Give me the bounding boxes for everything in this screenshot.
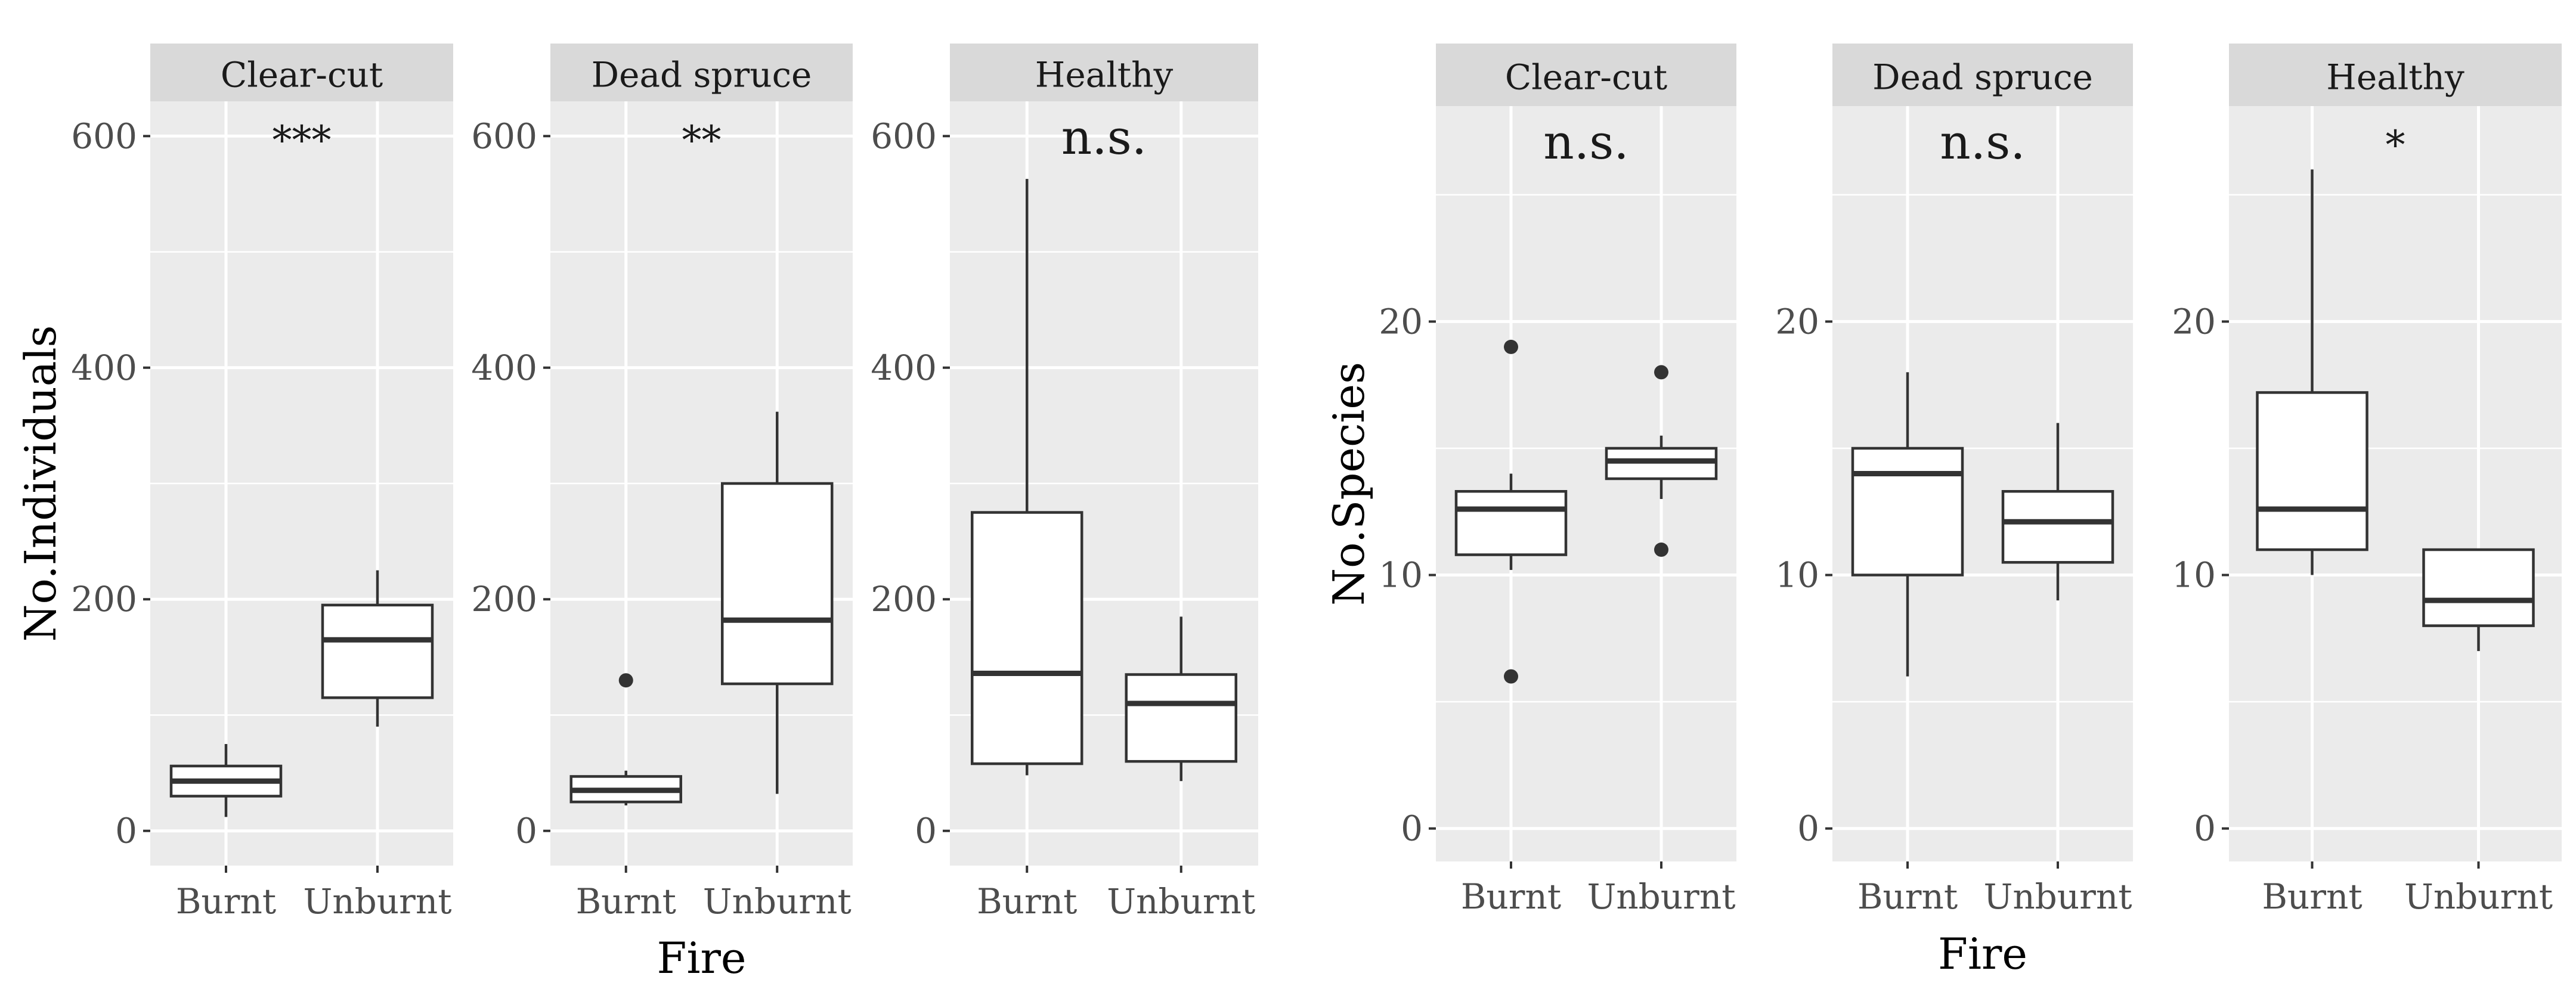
y-tick-label: 200 <box>71 579 137 619</box>
box-unburnt <box>321 570 434 727</box>
facet-healthy: Healthy 0 10 20 Burnt Unburnt * <box>2172 44 2562 917</box>
facet-strip-label: Dead spruce <box>1872 57 2093 98</box>
box-burnt <box>1851 372 1964 677</box>
x-tick-label: Unburnt <box>2404 876 2553 917</box>
box-burnt <box>971 179 1083 776</box>
y-tick-label: 400 <box>471 348 537 388</box>
x-tick-label: Burnt <box>2262 876 2362 917</box>
box-unburnt <box>1605 365 1718 557</box>
significance-label: n.s. <box>1543 114 1628 170</box>
significance-label: n.s. <box>1940 114 2025 170</box>
facet-strip <box>950 44 1258 101</box>
x-axis-title: Fire <box>1938 929 2027 979</box>
y-tick-label: 0 <box>2194 808 2216 849</box>
significance-label: * <box>2386 122 2405 168</box>
box-iqr <box>2256 391 2368 551</box>
x-tick-label: Burnt <box>176 881 276 922</box>
box-burnt <box>1454 339 1568 684</box>
box-iqr <box>2001 490 2114 564</box>
x-tick-label: Unburnt <box>1983 876 2132 917</box>
box-iqr <box>1851 447 1964 576</box>
outlier-point <box>1654 365 1668 380</box>
box-burnt <box>169 744 283 817</box>
x-tick-label: Unburnt <box>1587 876 1735 917</box>
facet-dead-spruce: Dead spruce 0 200 400 600 Burnt Unburnt ** <box>471 44 853 922</box>
significance-label: n.s. <box>1061 110 1147 165</box>
facet-strip-label: Healthy <box>2326 57 2464 98</box>
facet-strip-label: Clear-cut <box>1505 57 1667 98</box>
box-iqr <box>2422 548 2535 627</box>
significance-label: *** <box>273 117 332 163</box>
box-unburnt <box>2001 423 2114 601</box>
y-axis-title: No.Individuals <box>16 326 66 642</box>
x-tick-label: Burnt <box>1857 876 1958 917</box>
box-unburnt <box>2422 548 2535 652</box>
box-burnt <box>569 673 682 805</box>
facet-strip <box>2229 44 2562 106</box>
y-tick-label: 20 <box>1775 301 1819 342</box>
y-tick-label: 10 <box>1775 555 1819 596</box>
x-tick-label: Unburnt <box>303 881 451 922</box>
panel-background <box>1436 106 1736 861</box>
y-tick-label: 10 <box>1379 555 1423 596</box>
y-tick-label: 0 <box>515 811 537 851</box>
outlier-point <box>1654 542 1668 557</box>
facet-healthy: Healthy 0 200 400 600 Burnt Unburnt n.s. <box>871 44 1258 922</box>
x-tick-label: Burnt <box>576 881 676 922</box>
subfigure-individuals: No.Individuals Fire Clear-cut 0 200 400 600 Bur… <box>16 44 1258 983</box>
box-iqr <box>1125 673 1237 763</box>
x-tick-label: Burnt <box>1461 876 1561 917</box>
outlier-point <box>618 673 633 688</box>
box-iqr <box>321 603 434 699</box>
facet-clear-cut: Clear-cut 0 10 20 Burnt Unburnt n.s. <box>1379 44 1736 917</box>
box-burnt <box>2256 169 2368 575</box>
x-axis-title: Fire <box>657 933 746 983</box>
facet-strip <box>1832 44 2133 106</box>
y-tick-label: 0 <box>115 811 137 851</box>
y-tick-label: 0 <box>1797 808 1819 849</box>
box-iqr <box>971 511 1083 765</box>
box-unburnt <box>1125 616 1237 782</box>
x-tick-label: Unburnt <box>1107 881 1255 922</box>
facet-dead-spruce: Dead spruce 0 10 20 Burnt Unburnt n.s. <box>1775 44 2133 917</box>
y-tick-label: 0 <box>915 811 937 851</box>
box-iqr <box>1454 490 1568 556</box>
box-unburnt <box>721 411 834 794</box>
facet-clear-cut: Clear-cut 0 200 400 600 Burnt Unburnt *** <box>71 44 453 922</box>
y-tick-label: 600 <box>871 116 937 156</box>
y-tick-label: 20 <box>2172 301 2216 342</box>
facet-strip-label: Healthy <box>1035 55 1174 95</box>
facet-strip-label: Dead spruce <box>592 55 812 95</box>
facet-strip <box>550 44 853 101</box>
box-iqr <box>721 482 834 686</box>
y-tick-label: 400 <box>71 348 137 388</box>
significance-label: ** <box>682 117 722 163</box>
facet-strip-label: Clear-cut <box>221 55 383 95</box>
x-tick-label: Unburnt <box>703 881 852 922</box>
y-tick-label: 600 <box>471 116 537 156</box>
y-tick-label: 200 <box>471 579 537 619</box>
facet-strip <box>1436 44 1736 106</box>
y-tick-label: 10 <box>2172 555 2216 596</box>
outlier-point <box>1504 339 1518 354</box>
y-axis-title: No.Species <box>1324 362 1374 606</box>
subfigure-species: No.Species Fire Clear-cut 0 10 20 Burnt Unburnt… <box>1324 44 2562 979</box>
y-tick-label: 200 <box>871 579 937 619</box>
outlier-point <box>1504 669 1518 684</box>
y-tick-label: 0 <box>1401 808 1423 849</box>
y-tick-label: 20 <box>1379 301 1423 342</box>
x-tick-label: Burnt <box>977 881 1077 922</box>
facet-strip <box>150 44 453 101</box>
y-tick-label: 600 <box>71 116 137 156</box>
y-tick-label: 400 <box>871 348 937 388</box>
